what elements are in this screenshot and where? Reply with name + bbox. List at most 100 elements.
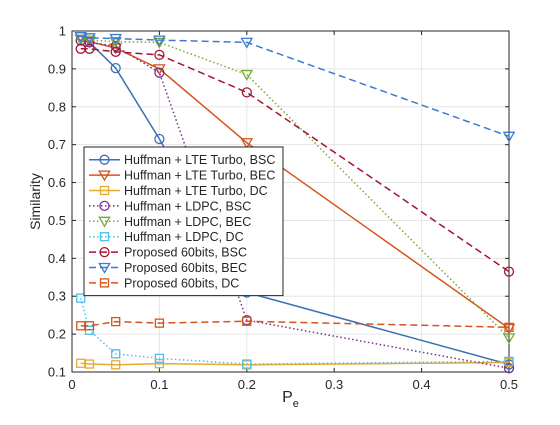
legend-entry: Huffman + LDPC, BEC [89,215,251,229]
legend-marker [99,246,110,258]
data-point [109,36,123,48]
legend-entry: Huffman + LTE Turbo, BSC [89,153,275,167]
data-point [111,360,121,370]
series-huffman-ldpc-dc [76,293,514,369]
series-proposed-60bits-bec [74,32,516,143]
y-tick-label: 0.8 [48,99,66,114]
series-proposed-60bits-dc [76,316,514,332]
legend-entry: Proposed 60bits, BSC [89,246,247,260]
legend-marker [98,216,111,228]
y-tick-label: 0.9 [48,61,66,76]
data-point [74,32,88,43]
data-point [502,323,516,335]
data-point [110,62,121,74]
legend-marker [99,278,110,288]
data-point [240,138,254,150]
y-tick-label: 0.3 [48,289,66,304]
x-axis-label: Pe [282,389,299,410]
series-line-proposed-60bits-bec [80,35,510,138]
legend-label: Huffman + LTE Turbo, BEC [124,169,275,183]
data-point [153,35,166,47]
data-point [111,316,121,327]
series-line-proposed-60bits-dc [80,320,510,329]
data-point [154,49,165,61]
x-axis-label-subscript: e [293,398,299,410]
data-point [240,37,254,49]
y-tick-label: 0.5 [48,213,66,228]
legend-label: Proposed 60bits, DC [124,276,239,290]
plot-area [71,30,510,373]
x-tick-label: 0 [68,377,75,392]
y-tick-label: 0.6 [48,175,66,190]
data-point [154,359,165,369]
legend-marker [98,170,111,182]
data-point [110,46,121,57]
legend-label: Huffman + LTE Turbo, DC [124,184,268,198]
data-point [503,363,515,374]
data-point [502,333,516,345]
data-point [76,358,86,368]
series-line-proposed-60bits-bsc [80,48,510,273]
data-point [84,359,95,369]
data-point [504,356,514,367]
legend-entry: Huffman + LTE Turbo, DC [89,184,268,198]
series-proposed-60bits-bsc [75,43,515,277]
data-point [84,43,95,54]
data-point [154,353,165,364]
data-point [503,266,515,277]
data-point [154,318,165,328]
series-huffman-ldpc-bec [74,34,516,345]
data-point [74,34,88,46]
data-point [76,321,86,331]
legend-entry: Huffman + LDPC, DC [89,230,244,244]
y-axis-label: Similarity [27,173,43,230]
legend-entry: Huffman + LDPC, BSC [89,199,251,213]
data-point [240,69,254,81]
legend-marker [99,200,110,212]
series-line-huffman-ldpc-bec [80,38,510,339]
legend-marker [98,262,111,274]
data-point [110,41,121,52]
y-tick-label: 0.7 [48,137,66,152]
x-tick-label: 0.4 [413,377,431,392]
x-tick-label: 0.3 [325,377,343,392]
axes: 0 0.1 0.2 0.3 0.4 0.50.10.20.30.40.50.60.70.8… [48,24,518,393]
legend-label: Huffman + LDPC, BEC [124,215,251,229]
legend-marker [99,232,110,242]
legend-marker [99,185,110,196]
data-point [154,67,165,78]
x-tick-label: 0.2 [238,377,256,392]
legend-label: Proposed 60bits, BSC [124,246,247,260]
legend-marker [99,154,110,165]
series-line-huffman-lte-turbo-dc [80,361,510,366]
data-point [84,321,95,331]
series-layer [74,32,516,374]
legend-entry: Huffman + LTE Turbo, BEC [89,169,275,183]
legend-label: Huffman + LDPC, DC [124,230,244,244]
legend-label: Huffman + LDPC, BSC [124,199,251,213]
data-point [241,87,252,98]
data-point [502,131,516,143]
data-point [504,322,514,332]
data-point [242,359,252,369]
data-point [242,316,252,326]
legend-label: Proposed 60bits, BEC [124,261,247,275]
data-point [83,33,96,45]
data-point [76,293,86,303]
y-tick-label: 0.2 [48,327,66,342]
series-line-huffman-ldpc-bsc [80,39,510,369]
data-point [83,35,96,47]
data-point [153,37,166,49]
legend-label: Huffman + LTE Turbo, BSC [124,153,275,167]
y-tick-label: 1 [59,24,66,39]
y-tick-label: 0.1 [48,365,66,380]
x-tick-label: 0.1 [150,377,168,392]
legend-entry: Proposed 60bits, DC [89,276,239,290]
x-tick-label: 0.5 [500,377,518,392]
data-point [111,349,121,359]
data-point [84,37,95,48]
legend-entry: Proposed 60bits, BEC [89,261,247,275]
data-point [154,133,165,145]
